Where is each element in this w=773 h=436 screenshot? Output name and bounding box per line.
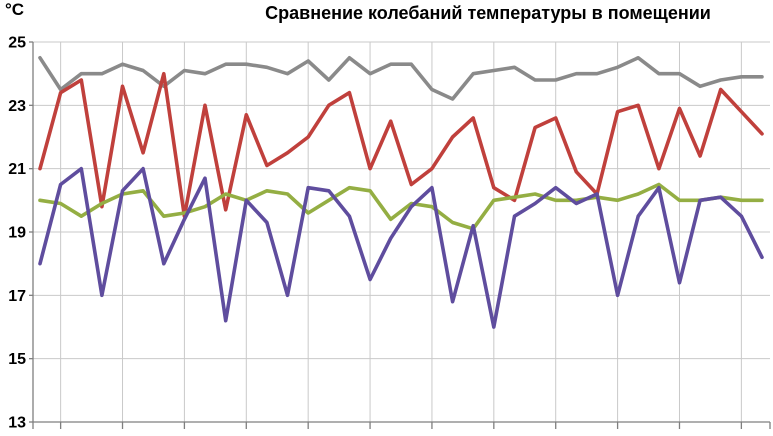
chart-title: Сравнение колебаний температуры в помеще… <box>265 3 711 23</box>
svg-text:21: 21 <box>8 161 26 178</box>
svg-text:19: 19 <box>8 225 26 242</box>
green-line <box>38 182 764 231</box>
svg-text:13: 13 <box>8 415 26 432</box>
y-axis-unit-label: °C <box>5 0 25 19</box>
gray-line <box>38 55 764 101</box>
svg-text:23: 23 <box>8 98 26 115</box>
svg-text:17: 17 <box>8 288 26 305</box>
purple-line <box>38 166 764 329</box>
svg-text:15: 15 <box>8 351 26 368</box>
svg-text:25: 25 <box>8 35 26 52</box>
red-line <box>38 71 764 218</box>
